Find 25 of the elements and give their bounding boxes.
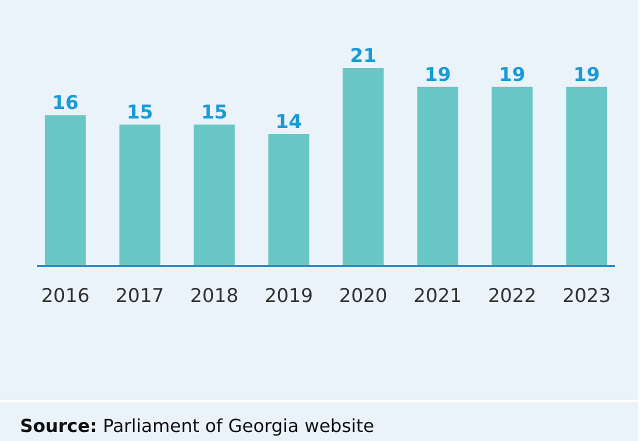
data-label: 19 [573,64,600,86]
bar [268,134,310,266]
bar [566,86,608,266]
bar [342,68,384,266]
data-label: 19 [498,64,526,86]
data-label: 21 [350,45,376,67]
data-label: 14 [276,111,302,133]
x-tick-label: 2021 [414,285,462,307]
x-tick-label: 2022 [488,285,536,307]
bar [417,86,458,266]
bar [492,86,533,266]
source-note: Source: Parliament of Georgia website [20,416,374,437]
data-label: 15 [126,102,154,124]
x-tick-label: 2020 [339,285,388,307]
data-label: 16 [52,92,79,114]
bar [119,124,160,266]
x-tick-label: 2018 [190,285,238,307]
data-label: 15 [201,102,228,124]
data-label: 19 [424,64,451,86]
x-tick-label: 2016 [41,285,90,307]
bar [44,115,86,266]
x-tick-label: 2019 [264,285,313,307]
x-tick-label: 2017 [116,285,164,307]
x-tick-label: 2023 [562,285,611,307]
bar [194,124,235,266]
